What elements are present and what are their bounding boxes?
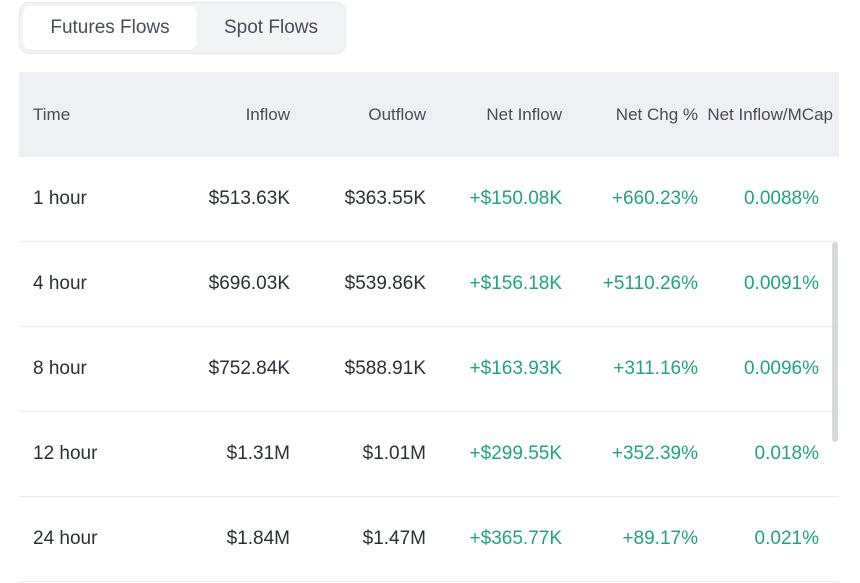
cell-outflow: $1.01M	[362, 443, 426, 464]
tab-spot-flows[interactable]: Spot Flows	[224, 17, 318, 38]
cell-net-inflow-mcap: 0.0096%	[743, 358, 819, 379]
cell-time: 1 hour	[33, 188, 87, 209]
cell-time: 8 hour	[33, 358, 87, 379]
tab-futures-flows[interactable]: Futures Flows	[23, 6, 197, 50]
header-time: Time	[33, 104, 71, 124]
cell-outflow: $539.86K	[344, 273, 426, 294]
cell-net-chg: +660.23%	[611, 188, 698, 209]
header-inflow: Inflow	[245, 104, 290, 124]
cell-net-chg: +5110.26%	[602, 273, 698, 294]
table-row: 1 hour $513.63K $363.55K +$150.08K +660.…	[19, 157, 839, 242]
cell-inflow: $752.84K	[208, 358, 290, 379]
cell-net-inflow: +$150.08K	[469, 188, 562, 209]
cell-net-inflow: +$163.93K	[469, 358, 562, 379]
header-outflow: Outflow	[368, 104, 426, 124]
cell-outflow: $588.91K	[344, 358, 426, 379]
cell-inflow: $696.03K	[208, 273, 290, 294]
cell-inflow: $1.31M	[226, 443, 290, 464]
cell-time: 12 hour	[33, 443, 98, 464]
cell-net-inflow: +$365.77K	[469, 528, 562, 549]
cell-time: 24 hour	[33, 528, 98, 549]
cell-net-chg: +311.16%	[613, 358, 698, 379]
cell-inflow: $513.63K	[208, 188, 290, 209]
cell-time: 4 hour	[33, 273, 87, 294]
table-row: 12 hour $1.31M $1.01M +$299.55K +352.39%…	[19, 412, 839, 497]
table-row: 8 hour $752.84K $588.91K +$163.93K +311.…	[19, 327, 839, 412]
cell-inflow: $1.84M	[226, 528, 290, 549]
cell-net-inflow-mcap: 0.0088%	[743, 188, 819, 209]
cell-net-chg: +352.39%	[611, 443, 698, 464]
cell-net-inflow-mcap: 0.021%	[754, 528, 819, 549]
header-net-inflow: Net Inflow	[486, 104, 562, 124]
cell-net-inflow: +$299.55K	[469, 443, 562, 464]
table-row: 4 hour $696.03K $539.86K +$156.18K +5110…	[19, 242, 839, 327]
table-row: 24 hour $1.84M $1.47M +$365.77K +89.17% …	[19, 497, 839, 582]
cell-outflow: $363.55K	[344, 188, 426, 209]
cell-net-inflow-mcap: 0.0091%	[743, 273, 819, 294]
flows-tab-switcher: Futures Flows Spot Flows	[19, 2, 346, 54]
cell-net-inflow-mcap: 0.018%	[754, 443, 819, 464]
header-net-inflow-mcap: Net Inflow/MCap	[707, 104, 833, 124]
vertical-scrollbar[interactable]	[832, 242, 838, 442]
header-net-chg: Net Chg %	[615, 104, 698, 124]
cell-net-chg: +89.17%	[622, 528, 698, 549]
flows-table: Time Inflow Outflow Net Inflow Net Chg %…	[19, 72, 839, 582]
table-header: Time Inflow Outflow Net Inflow Net Chg %…	[19, 72, 839, 157]
cell-net-inflow: +$156.18K	[469, 273, 562, 294]
cell-outflow: $1.47M	[362, 528, 426, 549]
